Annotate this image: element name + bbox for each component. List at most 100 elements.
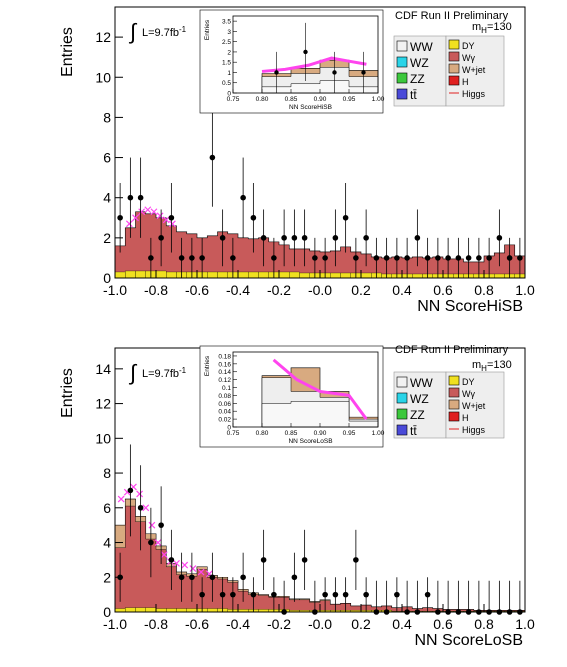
data-point (312, 255, 318, 261)
inset-y-tick-label: 3.5 (222, 19, 231, 26)
legend-swatch-wjet (448, 399, 460, 410)
inset-frame (232, 351, 379, 428)
data-point (199, 255, 205, 261)
higgs-signal-marker (197, 568, 205, 576)
higgs-signal-marker (162, 216, 170, 224)
legend-label-higgs: Higgs (462, 425, 486, 435)
histogram-wgamma (114, 211, 526, 279)
y-tick-label: 0 (103, 604, 111, 620)
histogram-dy-bin (145, 607, 157, 613)
legend-label-wg: Wγ (462, 389, 475, 399)
data-point (517, 255, 523, 261)
data-point (127, 194, 134, 201)
lumi-sup: -1 (179, 366, 187, 375)
legend-label-wz: WZ (410, 392, 429, 406)
data-point (137, 194, 144, 201)
x-tick-label: 0.2 (351, 616, 371, 632)
higgs-signal-marker (136, 490, 144, 498)
data-point (424, 255, 431, 261)
legend-label-wjet: W+jet (462, 65, 486, 75)
data-point (168, 557, 175, 563)
data-point (353, 557, 359, 563)
histogram-dy-bin (166, 271, 177, 279)
inset-x-tick-label: 0.80 (256, 430, 269, 437)
x-tick-label: 0.8 (474, 282, 494, 298)
x-tick-label: -1.0 (103, 282, 127, 298)
data-point (332, 591, 339, 598)
data-point (209, 574, 216, 581)
legend-swatch-wg (448, 387, 460, 398)
inset-x-tick-label: 1.00 (372, 430, 385, 437)
mass-value: =130 (487, 359, 512, 371)
higgs-signal-marker (168, 220, 176, 228)
data-point (455, 255, 462, 261)
inset-x-tick-label: 1.00 (372, 96, 385, 103)
histogram-dy-bin (186, 608, 198, 613)
data-point (271, 591, 277, 598)
inset-y-tick-label: 0.18 (218, 353, 231, 360)
x-axis-label: NN ScoreHiSB (417, 298, 523, 315)
inset-y-tick-label: 0 (227, 425, 231, 432)
histogram-dy-bin (114, 608, 126, 613)
data-point (301, 235, 308, 241)
data-point (250, 214, 257, 221)
mass-label: mH=130 (472, 21, 512, 35)
data-point (363, 235, 369, 241)
inset-x-axis-label: NN ScoreLoSB (288, 438, 332, 445)
higgs-signal-marker (142, 504, 150, 512)
legend-label-tt: tt̄ (410, 424, 417, 438)
legend-label-ww: WW (410, 376, 433, 390)
x-tick-label: -0.8 (144, 616, 168, 632)
data-point (435, 255, 441, 261)
legend-swatch-tt (396, 88, 408, 100)
y-tick-label: 6 (103, 150, 111, 166)
data-point (506, 255, 513, 261)
legend-label-wjet: W+jet (462, 401, 486, 411)
inset-x-tick-label: 0.75 (227, 430, 240, 437)
x-axis-label: NN ScoreLoSB (415, 632, 524, 649)
data-point (445, 255, 451, 261)
inset-y-tick-label: 1 (227, 70, 231, 77)
inset-y-axis-label: Entries (204, 355, 211, 376)
y-tick-label: 8 (103, 465, 111, 481)
higgs-signal-marker (125, 220, 133, 228)
histogram-dy-bin (258, 271, 269, 279)
data-point (496, 235, 503, 241)
data-point (342, 214, 349, 221)
inset-frame (232, 15, 379, 94)
inset-data-point (361, 70, 366, 75)
histogram-dy-bin (125, 270, 136, 279)
y-tick-label: 8 (103, 109, 111, 125)
data-point (271, 255, 277, 261)
legend-label-zz: ZZ (410, 72, 425, 86)
data-point (148, 255, 154, 261)
legend-label-tt: tt̄ (410, 88, 417, 102)
data-point (117, 214, 123, 221)
histogram-dy-bin (340, 272, 351, 279)
histogram-dy-bin (135, 270, 146, 279)
higgs-signal-marker (148, 521, 156, 529)
mass-symbol: m (472, 21, 481, 33)
legend-label-h: H (462, 77, 469, 87)
inset-y-tick-label: 1.5 (222, 60, 231, 67)
data-point (127, 487, 134, 494)
mass-subscript: H (481, 26, 487, 35)
x-tick-label: -0.4 (226, 282, 250, 298)
higgs-signal-marker (156, 212, 164, 220)
histogram-dy-bin (125, 607, 136, 613)
inset-y-tick-label: 0.5 (222, 80, 231, 87)
data-point (148, 539, 154, 546)
histogram-dy-bin (278, 271, 290, 279)
x-tick-label: 0.8 (474, 616, 494, 632)
inset-y-tick-label: 2 (227, 49, 231, 56)
y-tick-label: 10 (95, 430, 111, 446)
histogram-wgamma (114, 498, 526, 613)
inset-x-tick-label: 0.95 (343, 96, 356, 103)
higgs-signal-marker (150, 208, 158, 216)
data-point (342, 591, 349, 598)
data-point (240, 574, 246, 581)
inset-x-tick-label: 0.80 (256, 96, 269, 103)
higgs-signal-marker (189, 565, 197, 573)
legend-label-h: H (462, 413, 469, 423)
